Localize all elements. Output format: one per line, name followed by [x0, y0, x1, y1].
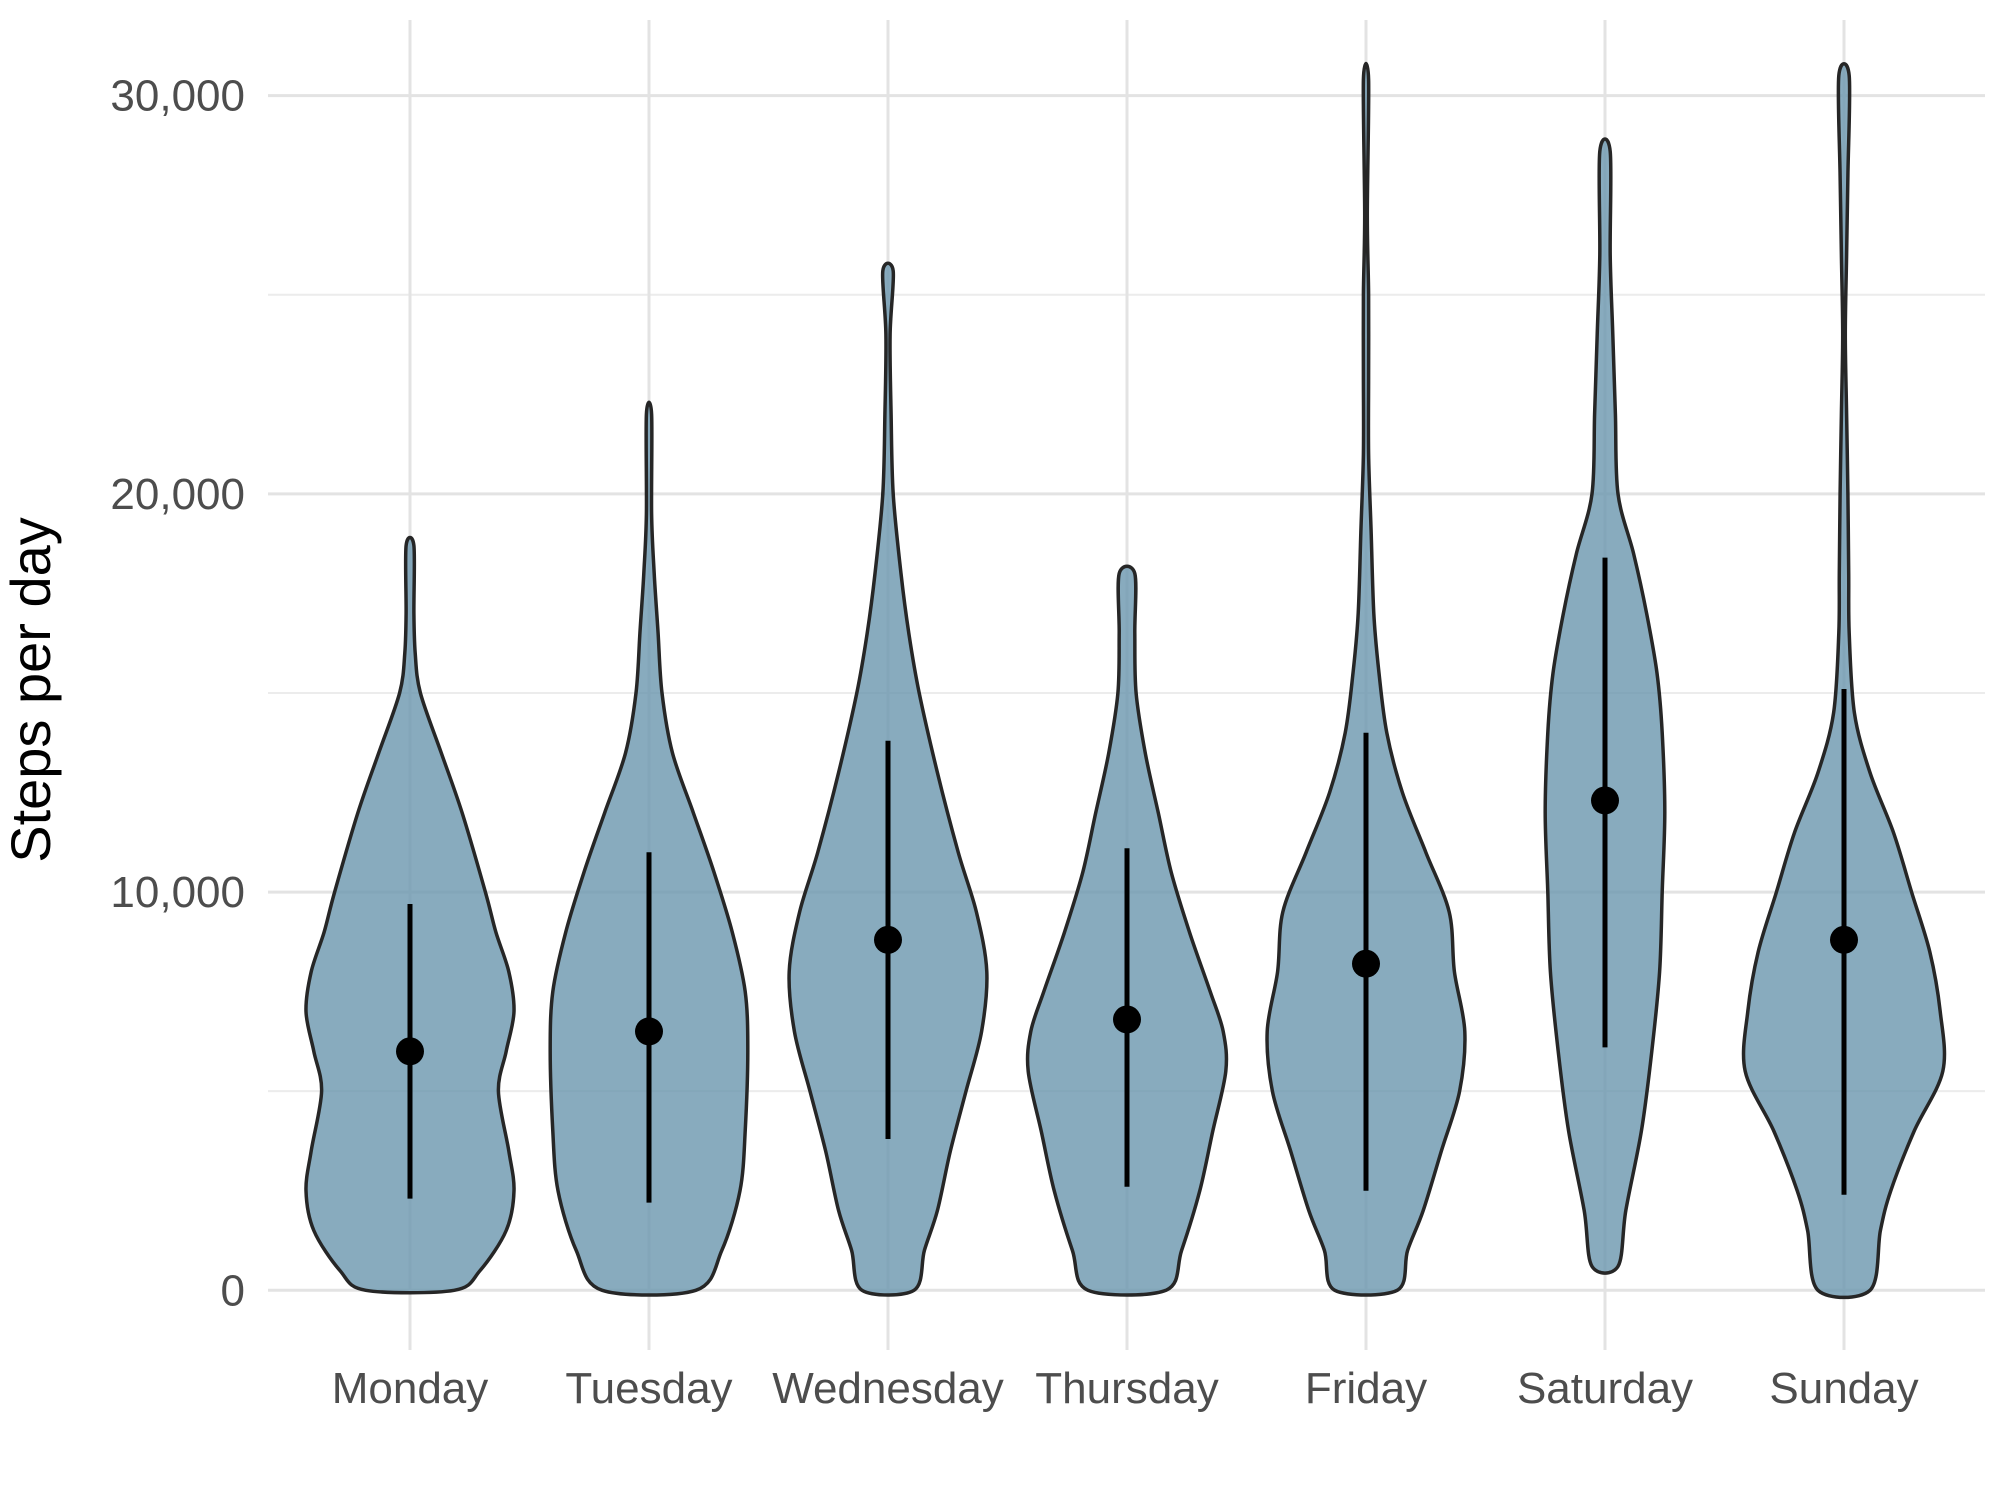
- x-tick-label: Thursday: [1035, 1364, 1218, 1413]
- x-tick-label: Saturday: [1517, 1364, 1693, 1413]
- median-point-sunday: [1830, 925, 1858, 954]
- x-tick-label: Wednesday: [772, 1364, 1004, 1413]
- median-point-thursday: [1113, 1005, 1141, 1034]
- median-point-monday: [396, 1037, 424, 1066]
- violin-tuesday: [548, 400, 750, 1297]
- violin-sunday: [1741, 62, 1947, 1300]
- violins: [304, 61, 1947, 1300]
- violin-friday: [1265, 61, 1467, 1297]
- x-tick-label: Sunday: [1769, 1364, 1918, 1413]
- median-point-saturday: [1591, 786, 1619, 815]
- y-axis-ticks: 0 10,000 20,000 30,000: [110, 72, 245, 1316]
- median-point-wednesday: [874, 925, 902, 954]
- x-tick-label: Tuesday: [565, 1364, 732, 1413]
- y-axis-title: Steps per day: [0, 517, 62, 863]
- y-tick-label: 0: [221, 1266, 245, 1315]
- y-tick-label: 10,000: [110, 868, 245, 917]
- x-axis-ticks: Monday Tuesday Wednesday Thursday Friday Satu…: [332, 1364, 1919, 1413]
- x-tick-label: Friday: [1305, 1364, 1427, 1413]
- median-point-friday: [1352, 949, 1380, 978]
- y-tick-label: 30,000: [110, 72, 245, 121]
- x-tick-label: Monday: [332, 1364, 489, 1413]
- median-point-tuesday: [635, 1017, 663, 1046]
- y-tick-label: 20,000: [110, 470, 245, 519]
